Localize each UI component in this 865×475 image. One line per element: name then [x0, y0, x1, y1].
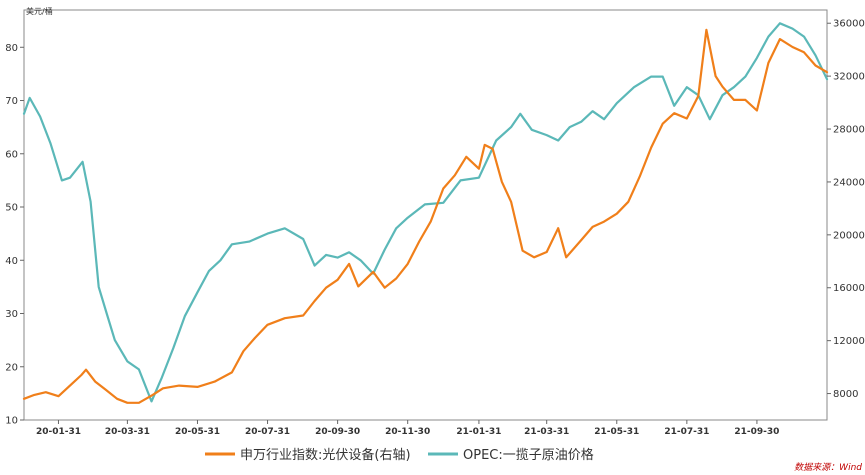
plot-frame: [23, 9, 828, 421]
left-tick-label: 20: [5, 362, 18, 373]
left-tick-label: 70: [5, 96, 18, 107]
right-tick-label: 28000: [833, 125, 865, 136]
x-tick-label: 20-07-31: [245, 427, 290, 437]
right-tick-label: 12000: [833, 336, 865, 347]
right-axis-ticks: 8000 12000 16000 20000 24000 28000 32000 36000: [827, 19, 865, 400]
right-tick-label: 36000: [833, 19, 865, 30]
left-tick-label: 40: [5, 256, 18, 267]
left-tick-label: 80: [5, 43, 18, 54]
x-tick-label: 21-05-31: [594, 427, 639, 437]
series-layer: [22, 22, 829, 404]
right-tick-label: 24000: [833, 177, 865, 188]
x-tick-label: 20-11-30: [385, 427, 430, 437]
x-tick-label: 21-09-30: [734, 427, 779, 437]
right-tick-label: 16000: [833, 283, 865, 294]
left-tick-label: 10: [5, 416, 18, 427]
solar-index-line: [22, 28, 829, 404]
right-tick-label: 8000: [833, 389, 858, 400]
left-axis-ticks: 10 20 30 40 50 60 70 80: [5, 43, 24, 427]
left-tick-label: 30: [5, 309, 18, 320]
right-tick-label: 32000: [833, 72, 865, 83]
x-tick-label: 20-03-31: [105, 427, 150, 437]
x-tick-label: 21-01-31: [456, 427, 501, 437]
data-source-note: 数据来源：Wind: [794, 462, 862, 473]
legend-label-oil: OPEC:一揽子原油价格: [463, 447, 594, 463]
x-tick-label: 20-09-30: [315, 427, 360, 437]
right-tick-label: 20000: [833, 230, 865, 241]
x-tick-label: 20-05-31: [175, 427, 220, 437]
left-tick-label: 60: [5, 149, 18, 160]
legend: 申万行业指数:光伏设备(右轴) OPEC:一揽子原油价格: [205, 447, 594, 463]
left-axis-unit: 美元/桶: [26, 6, 53, 16]
x-axis-ticks: 20-01-31 20-03-31 20-05-31 20-07-31 20-09-30…: [36, 420, 779, 437]
opec-oil-price-line: [22, 22, 829, 403]
left-tick-label: 50: [5, 203, 18, 214]
axis-layer: 美元/桶: [23, 6, 828, 421]
x-tick-label: 21-07-31: [664, 427, 709, 437]
x-tick-label: 20-01-31: [36, 427, 81, 437]
x-tick-label: 21-03-31: [524, 427, 569, 437]
legend-label-solar: 申万行业指数:光伏设备(右轴): [240, 447, 411, 463]
